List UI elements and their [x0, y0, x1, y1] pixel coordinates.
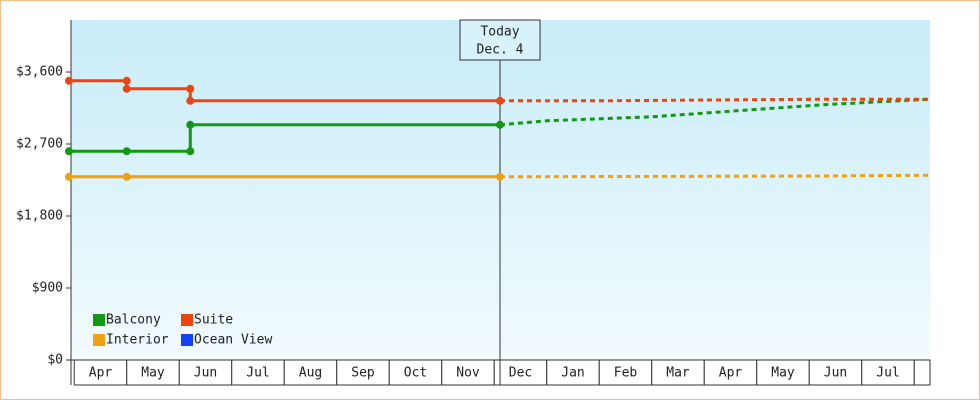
x-tick-label: Nov	[456, 366, 480, 381]
legend-swatch	[93, 314, 105, 326]
x-category-cell	[388, 359, 443, 386]
x-tick-label: Mar	[666, 366, 690, 381]
price-point	[122, 76, 131, 85]
x-tick-label: May	[141, 366, 165, 381]
x-category-cell	[913, 359, 931, 386]
x-tick-label: Aug	[299, 366, 322, 381]
legend-label: Ocean View	[194, 333, 272, 348]
price-point	[65, 172, 73, 181]
price-point	[65, 76, 73, 85]
x-category-cell	[651, 359, 705, 386]
today-label: Today	[480, 25, 519, 40]
x-tick-label: Feb	[614, 366, 638, 381]
x-tick-label: Dec	[509, 366, 532, 381]
legend-label: Suite	[194, 313, 233, 328]
x-category-cell	[546, 359, 600, 386]
x-tick-label: Apr	[89, 366, 113, 381]
x-category-cell	[441, 359, 495, 386]
x-tick-label: Oct	[404, 366, 427, 381]
projected-line	[499, 97, 931, 127]
price-point	[186, 84, 195, 93]
x-tick-label: May	[771, 366, 795, 381]
legend-label: Balcony	[106, 313, 161, 328]
y-tick-label: $2,700	[16, 137, 63, 152]
price-point	[496, 96, 505, 105]
today-box	[459, 19, 541, 61]
price-point	[122, 172, 131, 181]
price-point	[496, 120, 505, 129]
x-category-cell	[598, 359, 653, 386]
y-tick-label: $1,800	[16, 209, 63, 224]
legend-swatch	[181, 314, 193, 326]
x-category-cell	[73, 359, 128, 386]
today-date: Dec. 4	[477, 43, 524, 58]
x-tick-label: Jun	[194, 366, 217, 381]
y-tick-label: $0	[47, 353, 63, 368]
x-tick-label: Apr	[719, 366, 743, 381]
x-tick-label: Jun	[824, 366, 847, 381]
x-tick-label: Jul	[876, 366, 899, 381]
x-tick-label: Jul	[246, 366, 269, 381]
y-tick-label: $900	[32, 281, 63, 296]
x-tick-label: Jan	[561, 366, 584, 381]
x-tick-label: Sep	[351, 366, 375, 381]
price-point	[186, 96, 195, 105]
legend-swatch	[93, 334, 105, 346]
projected-line	[500, 97, 930, 103]
x-category-cell	[861, 359, 915, 386]
price-point	[186, 147, 195, 156]
price-point	[186, 120, 195, 129]
price-line	[69, 79, 501, 103]
y-tick-label: $3,600	[16, 65, 63, 80]
price-point	[496, 172, 505, 181]
price-point	[122, 84, 131, 93]
price-point	[65, 147, 73, 156]
price-point	[122, 147, 131, 156]
legend-label: Interior	[106, 333, 169, 348]
legend-swatch	[181, 334, 193, 346]
